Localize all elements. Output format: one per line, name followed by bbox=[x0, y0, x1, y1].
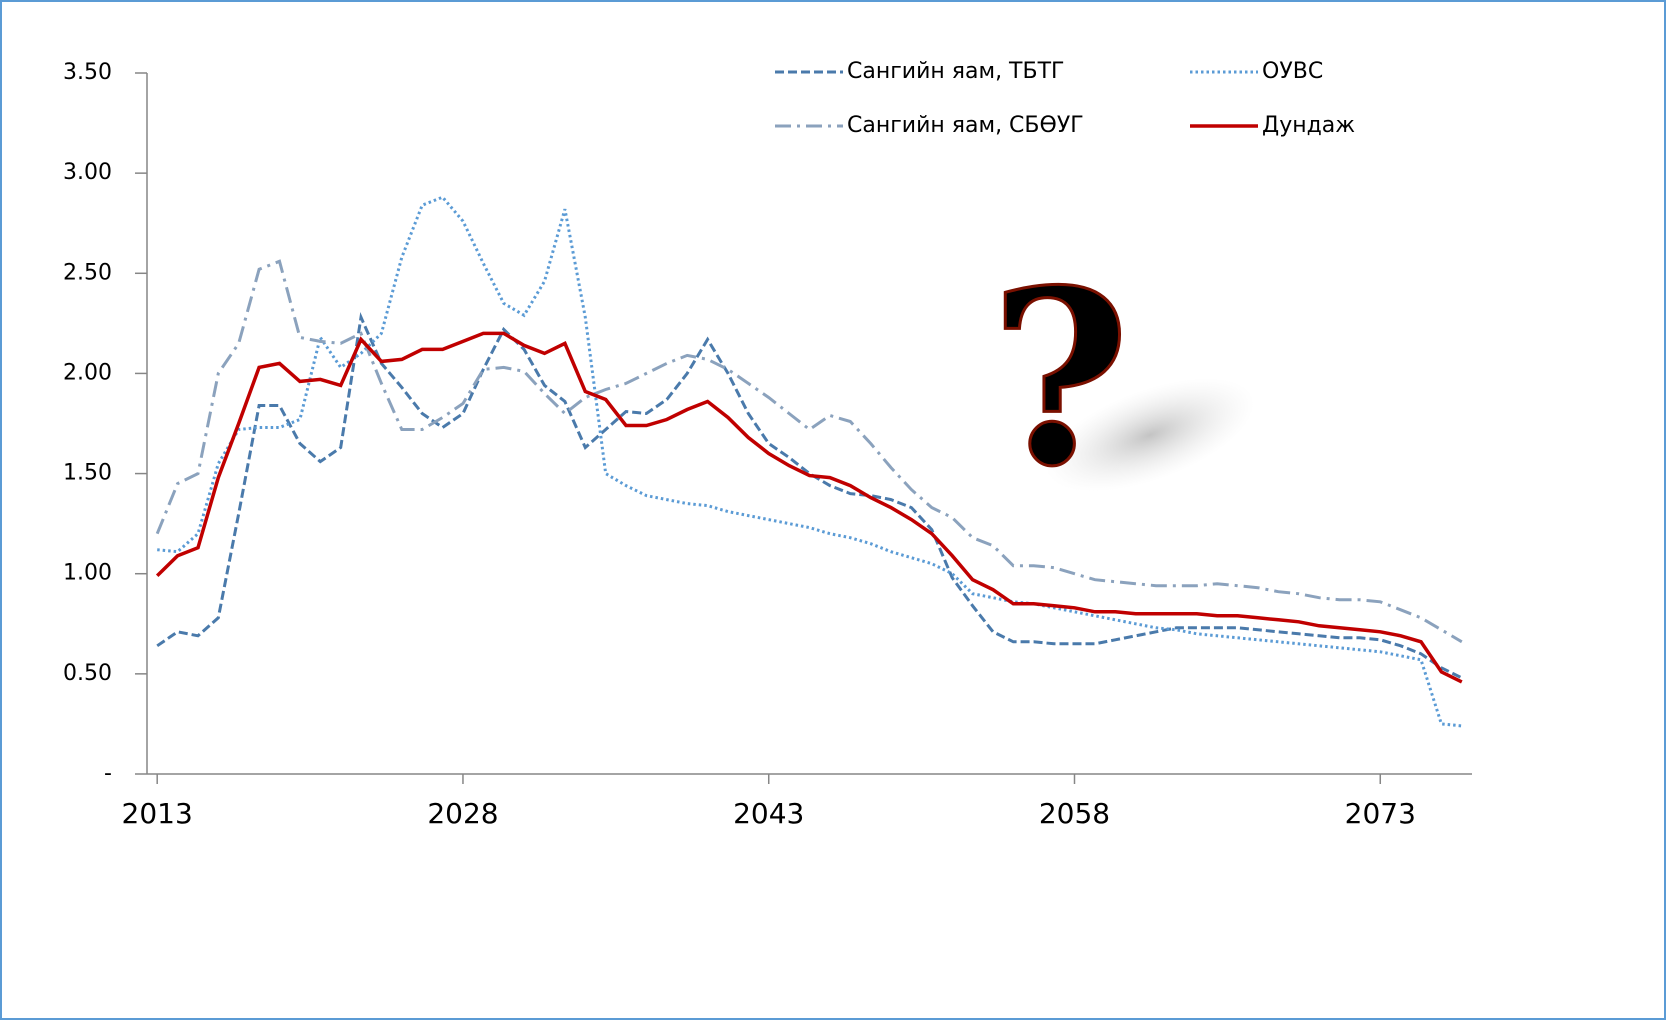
y-tick-label: 3.50 bbox=[63, 60, 112, 85]
frame bbox=[1, 1, 1665, 1019]
y-tick-label: - bbox=[104, 761, 112, 786]
y-tick-label: 2.50 bbox=[63, 260, 112, 285]
x-tick-label: 2028 bbox=[427, 797, 498, 830]
y-tick-label: 3.00 bbox=[63, 160, 112, 185]
legend-label: Сангийн яам, ТБТГ bbox=[847, 59, 1064, 84]
legend-label: ОУВС bbox=[1262, 59, 1323, 84]
x-tick-label: 2073 bbox=[1345, 797, 1416, 830]
y-tick-label: 1.00 bbox=[63, 561, 112, 586]
x-tick-label: 2058 bbox=[1039, 797, 1110, 830]
y-tick-label: 0.50 bbox=[63, 661, 112, 686]
svg-text:?: ? bbox=[990, 238, 1131, 520]
x-tick-label: 2013 bbox=[122, 797, 193, 830]
x-tick-label: 2043 bbox=[733, 797, 804, 830]
legend-label: Сангийн яам, СБӨУГ bbox=[847, 113, 1084, 138]
chart: ? - 0.50 1.00 1.50 2.00 2.50 3.00 3.50 2013 2028 2… bbox=[0, 0, 1666, 1020]
legend-label: Дундаж bbox=[1262, 113, 1355, 138]
y-tick-label: 1.50 bbox=[63, 461, 112, 486]
y-tick-label: 2.00 bbox=[63, 360, 112, 385]
